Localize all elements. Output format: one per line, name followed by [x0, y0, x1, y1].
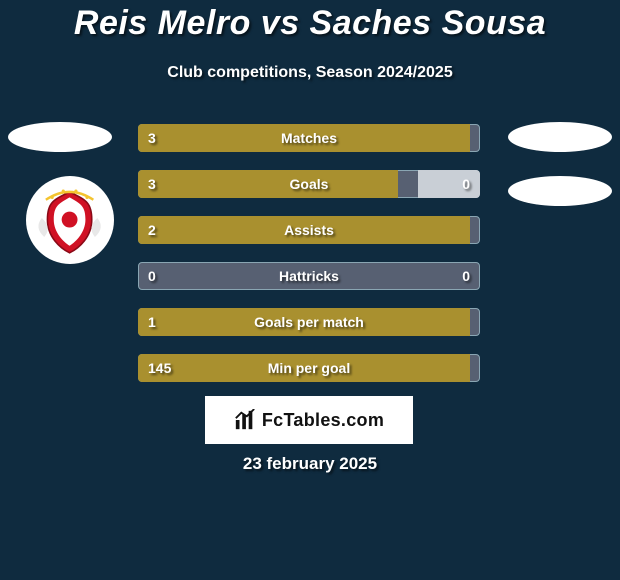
stat-label: Goals [138, 170, 480, 198]
stat-row: 2Assists [138, 216, 480, 244]
stat-row: 1Goals per match [138, 308, 480, 336]
stat-label: Hattricks [138, 262, 480, 290]
stat-row: 145Min per goal [138, 354, 480, 382]
club-badge-right [508, 176, 612, 206]
stat-row: 30Goals [138, 170, 480, 198]
stat-bars: 3Matches 30Goals 2Assists 00Hattricks 1Goals… [138, 124, 480, 400]
barstat-icon [234, 409, 256, 431]
subtitle: Club competitions, Season 2024/2025 [0, 64, 620, 82]
stat-label: Assists [138, 216, 480, 244]
player-left-avatar [8, 122, 112, 152]
benfica-crest-icon [30, 180, 109, 259]
stat-label: Goals per match [138, 308, 480, 336]
date-text: 23 february 2025 [0, 454, 620, 474]
stat-label: Min per goal [138, 354, 480, 382]
brand-text: FcTables.com [262, 410, 384, 431]
club-badge-left [26, 176, 114, 264]
page-title: Reis Melro vs Saches Sousa [0, 4, 620, 43]
comparison-infographic: Reis Melro vs Saches Sousa Club competit… [0, 0, 620, 580]
brand-box: FcTables.com [205, 396, 413, 444]
stat-row: 3Matches [138, 124, 480, 152]
stat-label: Matches [138, 124, 480, 152]
stat-row: 00Hattricks [138, 262, 480, 290]
player-right-avatar [508, 122, 612, 152]
